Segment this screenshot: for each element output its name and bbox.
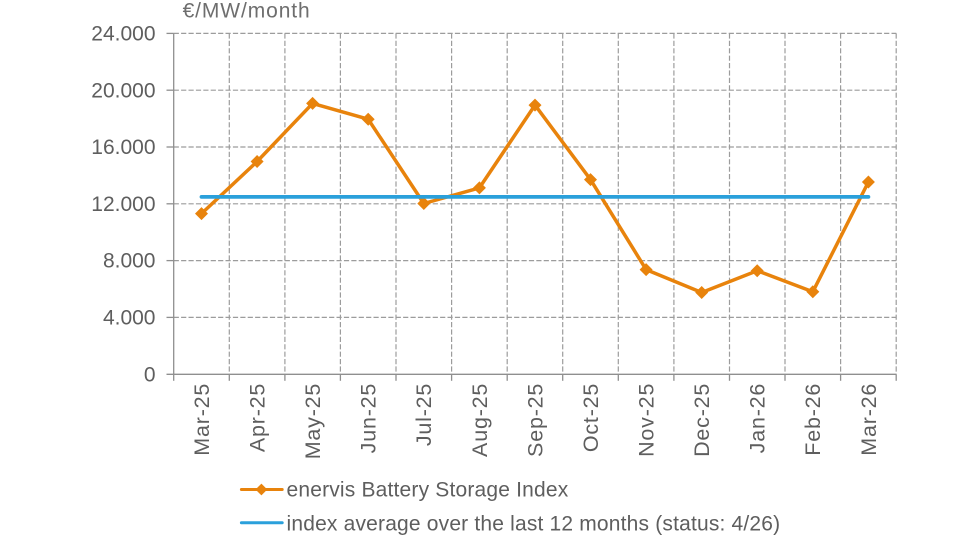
svg-text:12.000: 12.000 <box>91 193 155 216</box>
svg-text:Sep-25: Sep-25 <box>523 383 547 457</box>
svg-text:16.000: 16.000 <box>91 136 155 159</box>
svg-text:24.000: 24.000 <box>91 23 155 46</box>
svg-text:Oct-25: Oct-25 <box>579 383 603 452</box>
svg-text:Dec-25: Dec-25 <box>690 383 714 457</box>
svg-text:enervis Battery Storage Index: enervis Battery Storage Index <box>287 479 569 502</box>
svg-text:4.000: 4.000 <box>103 307 156 330</box>
svg-text:Jan-26: Jan-26 <box>746 383 770 454</box>
svg-text:Jun-25: Jun-25 <box>357 383 381 454</box>
svg-text:Jul-25: Jul-25 <box>412 383 436 446</box>
svg-text:index average over the last 12: index average over the last 12 months (s… <box>287 513 781 536</box>
svg-text:Feb-26: Feb-26 <box>801 383 825 456</box>
svg-text:Nov-25: Nov-25 <box>635 383 659 457</box>
svg-text:Mar-25: Mar-25 <box>190 383 214 456</box>
svg-text:8.000: 8.000 <box>103 250 156 273</box>
svg-text:Apr-25: Apr-25 <box>246 383 270 452</box>
svg-text:0: 0 <box>144 363 156 386</box>
svg-text:Aug-25: Aug-25 <box>468 383 492 457</box>
svg-text:€/MW/month: €/MW/month <box>183 0 311 23</box>
svg-text:May-25: May-25 <box>301 383 325 460</box>
svg-text:20.000: 20.000 <box>91 79 155 102</box>
svg-text:Mar-26: Mar-26 <box>857 383 881 456</box>
